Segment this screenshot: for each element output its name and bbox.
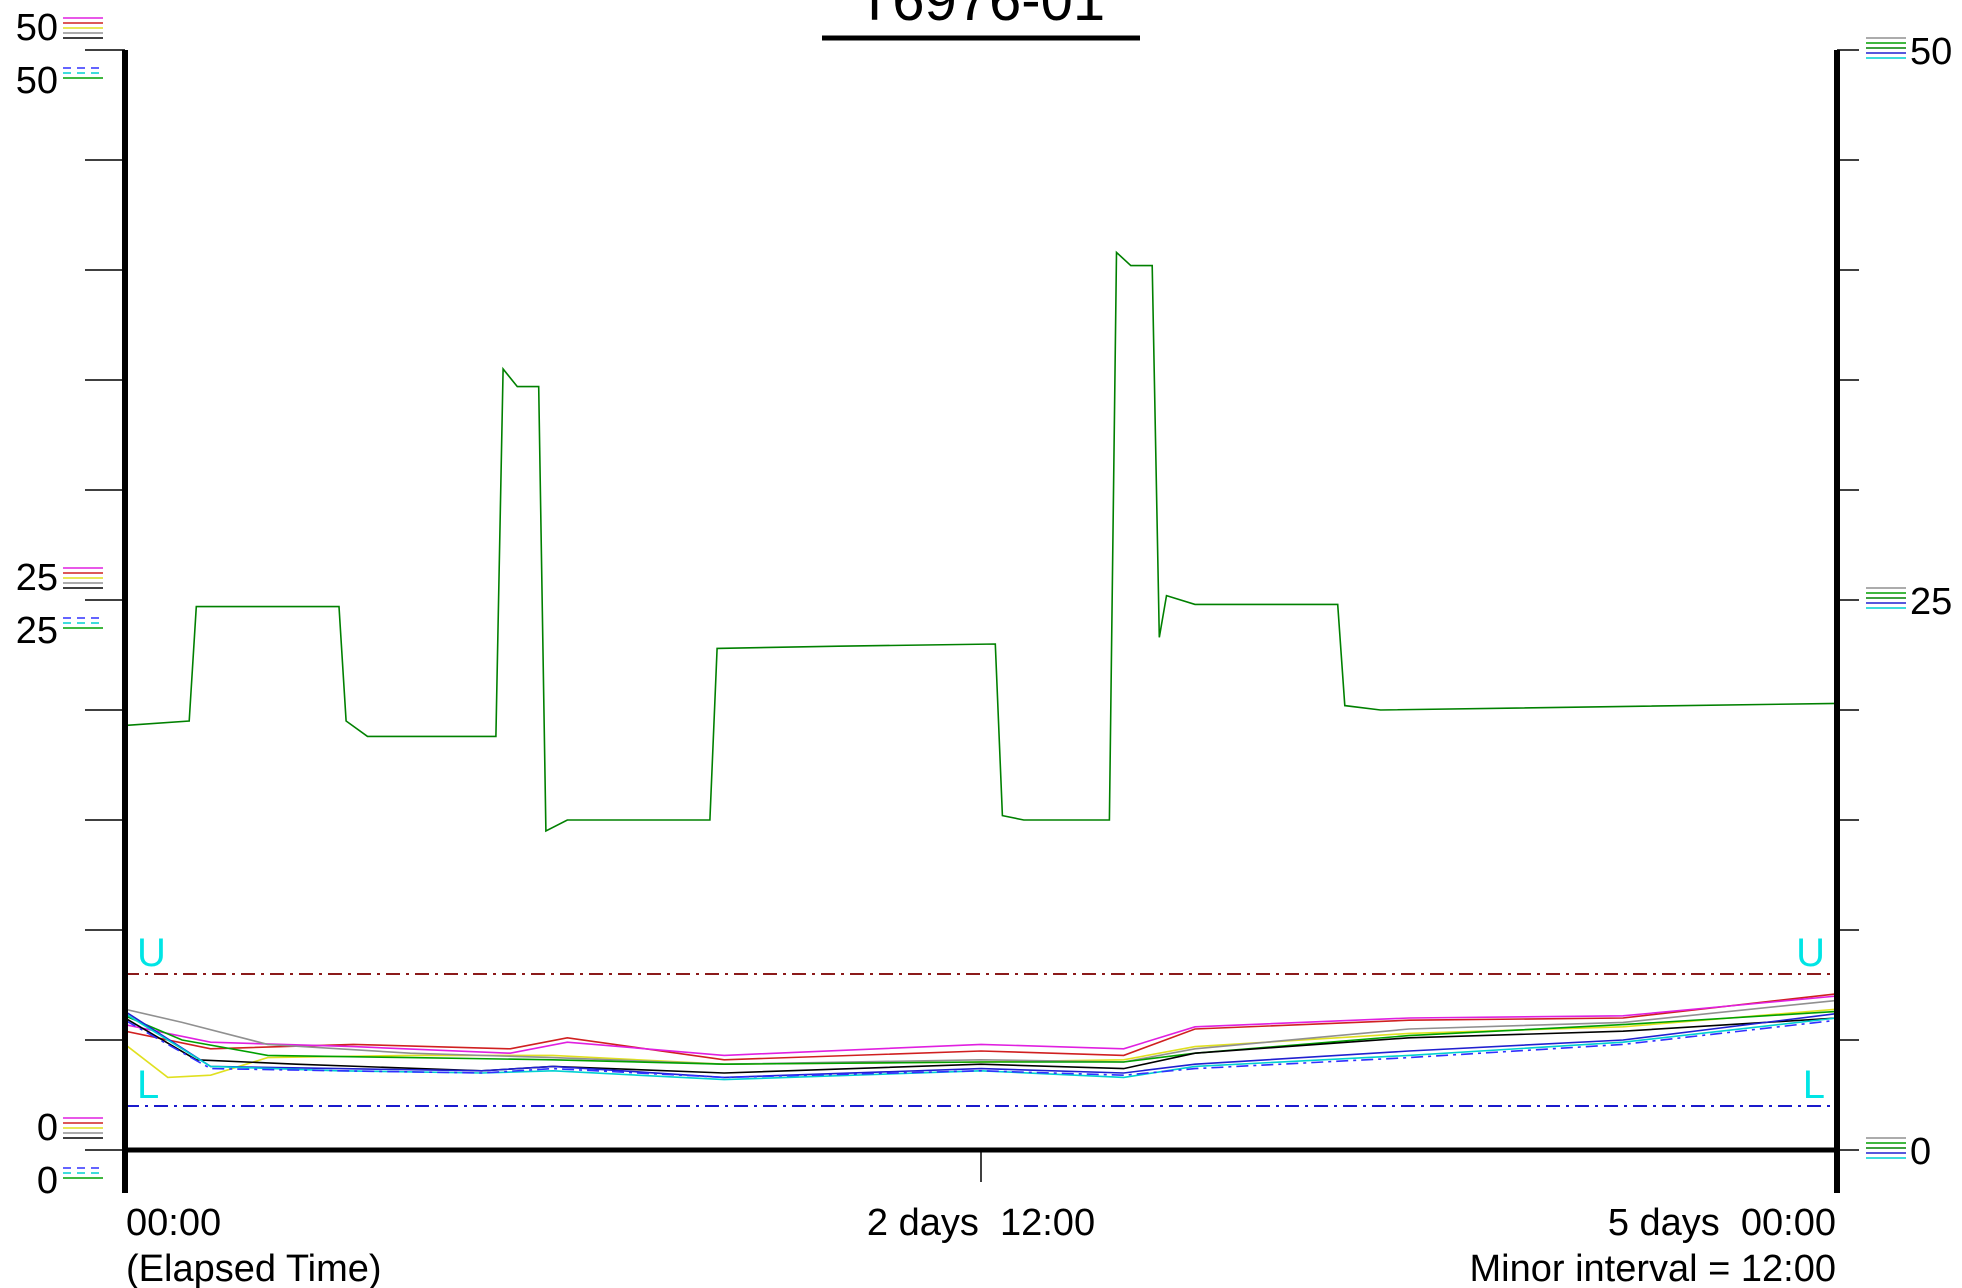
upper-limit-label-right: U	[1796, 931, 1825, 975]
x-start-label: 00:00	[126, 1202, 221, 1244]
plot-area: U U L L	[124, 250, 1838, 1107]
y-tick-label-left-a: 0	[37, 1107, 58, 1149]
series-line-7	[124, 1017, 1838, 1074]
x-mid-label: 2 days 12:00	[867, 1202, 1095, 1244]
series-line-10	[124, 1019, 1838, 1079]
lower-limit-label-left: L	[137, 1063, 159, 1107]
chart-title: T6976-01	[857, 0, 1105, 33]
series-line-8	[124, 1010, 1838, 1079]
series-line-5	[124, 999, 1838, 1066]
y-tick-labels: 50 50 50 25 25 25 0 0 0	[16, 7, 1953, 1202]
y-tick-label-right: 0	[1910, 1131, 1931, 1173]
x-axis-caption: (Elapsed Time)	[126, 1248, 382, 1288]
upper-limit-label-left: U	[137, 931, 166, 975]
y-tick-label-right: 50	[1910, 31, 1952, 73]
y-tick-label-left-b: 50	[16, 60, 58, 102]
series-line-6	[124, 1010, 1838, 1066]
minor-interval-caption: Minor interval = 12:00	[1470, 1248, 1836, 1288]
axis-ticks	[85, 49, 1859, 1182]
y-tick-label-left-a: 25	[16, 557, 58, 599]
y-tick-label-left-a: 50	[16, 7, 58, 49]
x-end-label: 5 days 00:00	[1608, 1202, 1836, 1244]
series-line-1	[124, 250, 1838, 833]
y-tick-label-right: 25	[1910, 581, 1952, 623]
series-line-3	[124, 995, 1838, 1057]
y-tick-label-left-b: 0	[37, 1160, 58, 1202]
lower-limit-label-right: L	[1803, 1063, 1825, 1107]
y-tick-label-left-b: 25	[16, 610, 58, 652]
